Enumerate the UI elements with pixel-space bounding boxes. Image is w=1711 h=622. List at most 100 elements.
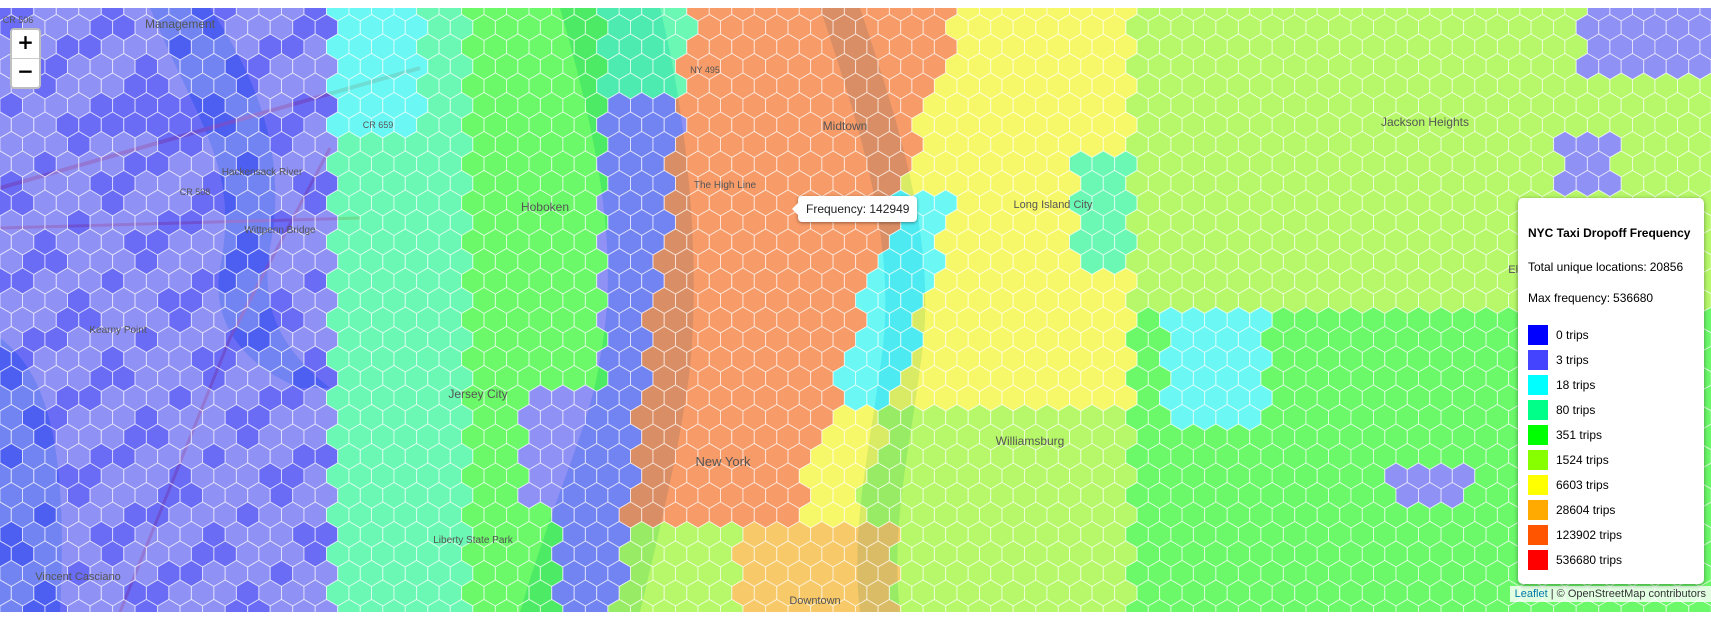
leaflet-link[interactable]: Leaflet xyxy=(1514,588,1548,600)
hexbin-cell[interactable] xyxy=(157,598,181,613)
total-locations-value: 20856 xyxy=(1649,260,1684,274)
hexbin-cell[interactable] xyxy=(1147,598,1172,613)
place-label-vincent-casciano: Vincent Casciano xyxy=(35,571,120,583)
legend-swatch xyxy=(1528,524,1548,545)
hexbin-cell[interactable] xyxy=(562,598,586,613)
hexbin-cell[interactable] xyxy=(652,598,676,613)
hexbin-cell[interactable] xyxy=(112,598,136,613)
legend-item-label: 1524 trips xyxy=(1556,452,1609,467)
hexbin-cell[interactable] xyxy=(945,598,969,613)
hexbin-cell[interactable] xyxy=(990,598,1014,613)
max-frequency-value: 536680 xyxy=(1613,291,1654,305)
hexbin-cell[interactable] xyxy=(472,598,496,613)
legend-swatch xyxy=(1528,474,1548,495)
zoom-out-button[interactable]: − xyxy=(12,58,39,87)
hexbin-cell[interactable] xyxy=(1305,598,1329,613)
hexbin-cell[interactable] xyxy=(1170,598,1194,613)
hexbin-cell[interactable] xyxy=(630,598,654,613)
zoom-in-button[interactable]: + xyxy=(17,30,34,54)
hexbin-cell[interactable] xyxy=(1080,598,1104,613)
hexbin-cell[interactable] xyxy=(922,598,947,613)
hexbin-cell[interactable] xyxy=(877,598,902,613)
hexbin-cell[interactable] xyxy=(202,598,226,613)
hexbin-cell[interactable] xyxy=(1350,598,1374,613)
legend-swatch xyxy=(1528,499,1548,520)
hexbin-cell[interactable] xyxy=(1395,598,1419,613)
hexbin-cell[interactable] xyxy=(449,598,474,613)
hexbin-cell[interactable] xyxy=(1237,598,1262,613)
legend-swatch xyxy=(1528,424,1548,445)
legend-title: NYC Taxi Dropoff Frequency xyxy=(1528,226,1691,240)
hexbin-cell[interactable] xyxy=(832,598,857,613)
tooltip-label: Frequency: xyxy=(806,202,867,216)
place-label-williamsburg: Williamsburg xyxy=(996,434,1065,448)
hexbin-layer[interactable] xyxy=(0,8,1711,612)
hexbin-cell[interactable] xyxy=(359,598,384,613)
hexbin-cell[interactable] xyxy=(1125,598,1149,613)
hexbin-cell[interactable] xyxy=(1035,598,1059,613)
hexbin-cell[interactable] xyxy=(765,598,789,613)
hexbin-cell[interactable] xyxy=(1282,598,1307,613)
place-label-wittpenn-bridge: Wittpenn Bridge xyxy=(244,225,316,236)
hexbin-cell[interactable] xyxy=(539,598,564,613)
hexbin-cell[interactable] xyxy=(247,598,271,613)
hexbin-cell[interactable] xyxy=(314,598,339,613)
hexbin-cell[interactable] xyxy=(855,598,879,613)
hexbin-cell[interactable] xyxy=(44,598,68,613)
place-label-cr659: CR 659 xyxy=(363,120,394,130)
hexbin-cell[interactable] xyxy=(382,598,406,613)
hexbin-cell[interactable] xyxy=(1418,598,1442,613)
hexbin-cell[interactable] xyxy=(1012,598,1037,613)
zoom-control: + − xyxy=(10,28,41,89)
place-label-ny495: NY 495 xyxy=(690,65,720,75)
hexbin-cell[interactable] xyxy=(1463,598,1487,613)
hexbin-cell[interactable] xyxy=(89,598,114,613)
hexbin-cell[interactable] xyxy=(1485,598,1510,613)
hexbin-cell[interactable] xyxy=(720,598,744,613)
legend-swatch xyxy=(1528,374,1548,395)
hexbin-cell[interactable] xyxy=(584,598,609,613)
hexbin-cell[interactable] xyxy=(0,598,23,613)
max-frequency-label: Max frequency: xyxy=(1528,291,1611,305)
hexbin-cell[interactable] xyxy=(269,598,294,613)
hexbin-cell[interactable] xyxy=(1260,598,1284,613)
place-label-kearny-point: Kearny Point xyxy=(89,325,146,336)
hexbin-cell[interactable] xyxy=(967,598,992,613)
hexbin-cell[interactable] xyxy=(900,598,924,613)
hexbin-cell[interactable] xyxy=(1102,598,1127,613)
place-label-midtown: Midtown xyxy=(823,119,868,133)
legend-item-label: 80 trips xyxy=(1556,402,1596,417)
hexbin-cell[interactable] xyxy=(810,598,834,613)
place-label-jersey-city: Jersey City xyxy=(448,387,507,401)
hexbin-cell[interactable] xyxy=(607,598,631,613)
hexbin-cell[interactable] xyxy=(697,598,721,613)
hexbin-cell[interactable] xyxy=(67,598,91,613)
total-locations-stat: Total unique locations: 20856 xyxy=(1528,260,1694,274)
hexbin-cell[interactable] xyxy=(134,598,159,613)
hexbin-cell[interactable] xyxy=(787,598,812,613)
hexbin-cell[interactable] xyxy=(1440,598,1465,613)
hexbin-cell[interactable] xyxy=(179,598,204,613)
hexbin-cell[interactable] xyxy=(1373,598,1397,613)
legend-item: 1524 trips xyxy=(1528,447,1694,472)
hexbin-cell[interactable] xyxy=(517,598,541,613)
map-container[interactable]: Hoboken Jersey City New York Midtown William… xyxy=(0,8,1711,612)
hexbin-cell[interactable] xyxy=(1328,598,1352,613)
hexbin-cell[interactable] xyxy=(1057,598,1082,613)
hexbin-cell[interactable] xyxy=(494,598,519,613)
hexbin-cell[interactable] xyxy=(742,598,767,613)
hexbin-cell[interactable] xyxy=(1192,598,1217,613)
hexbin-cell[interactable] xyxy=(1215,598,1239,613)
hexbin-cell[interactable] xyxy=(404,598,429,613)
hexbin-cell[interactable] xyxy=(292,598,316,613)
legend-swatch xyxy=(1528,349,1548,370)
place-label-downtown: Downtown xyxy=(789,595,840,607)
hexbin-cell[interactable] xyxy=(337,598,361,613)
hexbin-cell[interactable] xyxy=(675,598,699,613)
hexbin-cell[interactable] xyxy=(427,598,451,613)
hexbin-cell[interactable] xyxy=(224,598,249,613)
hexbin-cell[interactable] xyxy=(22,598,46,613)
map-canvas[interactable]: Hoboken Jersey City New York Midtown William… xyxy=(0,8,1711,612)
legend-swatch xyxy=(1528,549,1548,570)
legend-item: 80 trips xyxy=(1528,397,1694,422)
